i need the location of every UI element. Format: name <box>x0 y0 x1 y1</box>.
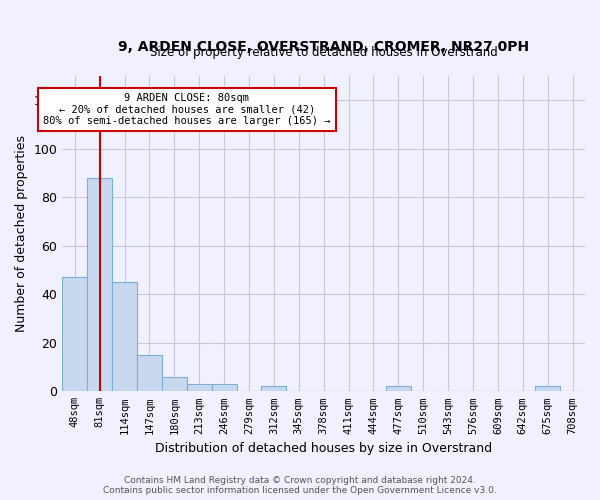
Bar <box>212 384 236 392</box>
Bar <box>112 282 137 392</box>
Bar <box>62 278 87 392</box>
X-axis label: Distribution of detached houses by size in Overstrand: Distribution of detached houses by size … <box>155 442 492 455</box>
Bar <box>535 386 560 392</box>
Bar <box>162 377 187 392</box>
Bar <box>386 386 411 392</box>
Bar <box>87 178 112 392</box>
Bar <box>187 384 212 392</box>
Title: 9, ARDEN CLOSE, OVERSTRAND, CROMER, NR27 0PH: 9, ARDEN CLOSE, OVERSTRAND, CROMER, NR27… <box>118 40 529 54</box>
Bar <box>262 386 286 392</box>
Text: 9 ARDEN CLOSE: 80sqm
← 20% of detached houses are smaller (42)
80% of semi-detac: 9 ARDEN CLOSE: 80sqm ← 20% of detached h… <box>43 93 331 126</box>
Text: Size of property relative to detached houses in Overstrand: Size of property relative to detached ho… <box>150 46 497 59</box>
Text: Contains HM Land Registry data © Crown copyright and database right 2024.
Contai: Contains HM Land Registry data © Crown c… <box>103 476 497 495</box>
Y-axis label: Number of detached properties: Number of detached properties <box>15 135 28 332</box>
Bar <box>137 355 162 392</box>
